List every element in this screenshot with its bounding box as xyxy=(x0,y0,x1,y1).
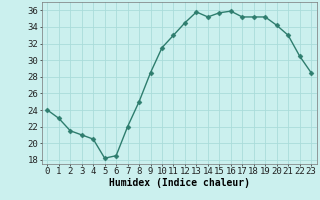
X-axis label: Humidex (Indice chaleur): Humidex (Indice chaleur) xyxy=(109,178,250,188)
